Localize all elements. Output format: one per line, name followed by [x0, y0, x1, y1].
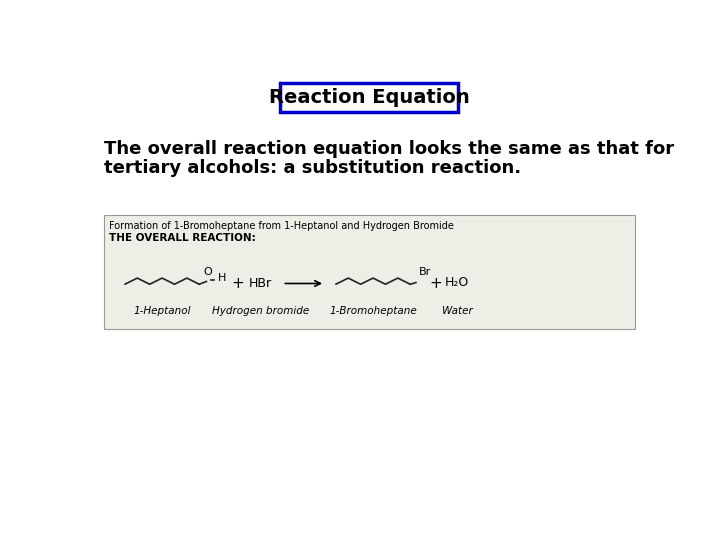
- Text: The overall reaction equation looks the same as that for: The overall reaction equation looks the …: [104, 140, 674, 158]
- Text: O: O: [204, 267, 212, 277]
- Text: THE OVERALL REACTION:: THE OVERALL REACTION:: [109, 233, 256, 242]
- Text: HBr: HBr: [249, 277, 272, 290]
- Text: tertiary alcohols: a substitution reaction.: tertiary alcohols: a substitution reacti…: [104, 159, 521, 177]
- FancyBboxPatch shape: [280, 83, 458, 112]
- Text: H₂O: H₂O: [445, 276, 469, 289]
- Text: H: H: [218, 273, 226, 284]
- Text: Hydrogen bromide: Hydrogen bromide: [212, 306, 310, 316]
- Text: Water: Water: [441, 306, 472, 316]
- Text: Formation of 1-Bromoheptane from 1-Heptanol and Hydrogen Bromide: Formation of 1-Bromoheptane from 1-Hepta…: [109, 221, 454, 231]
- Text: Br: Br: [419, 267, 431, 277]
- Text: Reaction Equation: Reaction Equation: [269, 89, 469, 107]
- Text: +: +: [231, 276, 244, 291]
- Text: 1-Bromoheptane: 1-Bromoheptane: [329, 306, 417, 316]
- FancyBboxPatch shape: [104, 215, 635, 329]
- Text: +: +: [429, 276, 441, 291]
- Text: 1-Heptanol: 1-Heptanol: [133, 306, 191, 316]
